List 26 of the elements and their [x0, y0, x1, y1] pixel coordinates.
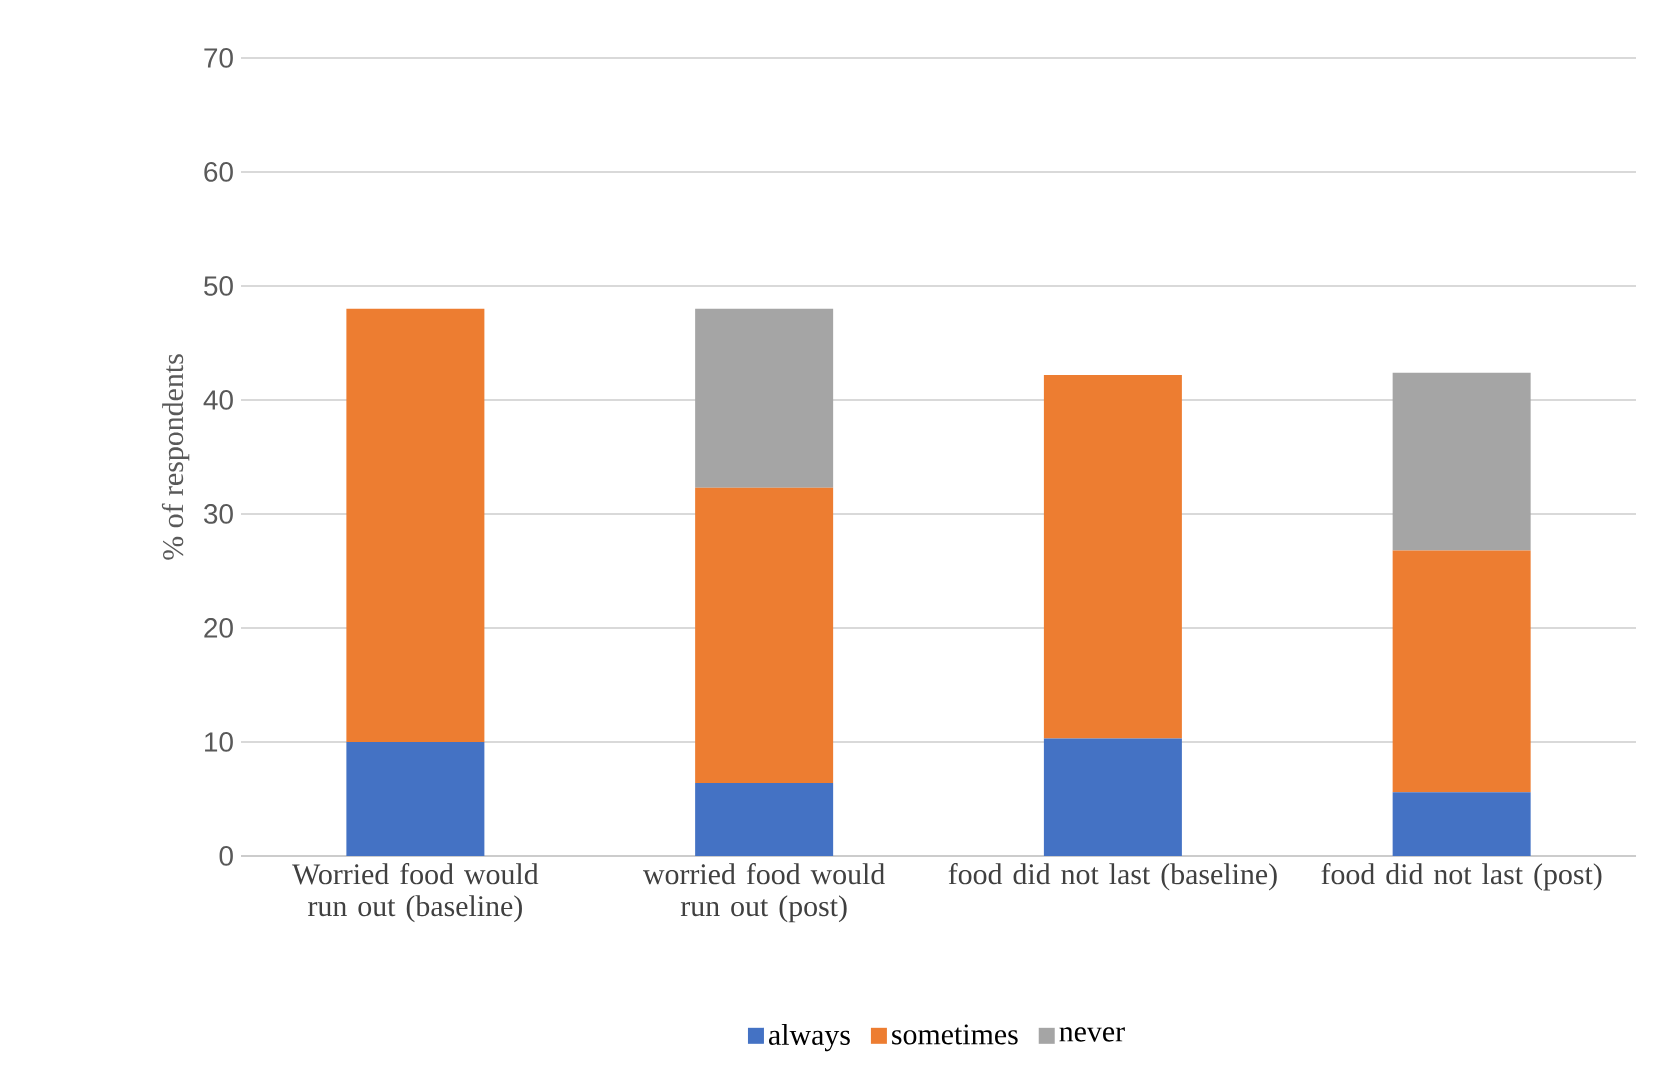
- bar: [695, 783, 834, 856]
- x-tick-label: worried food would run out (post): [642, 863, 885, 923]
- y-tick-label: 50: [204, 276, 233, 296]
- y-tick-label: 60: [204, 162, 233, 182]
- y-tick-label: 70: [204, 48, 233, 68]
- x-tick-label: Worried food would run out (baseline): [292, 863, 539, 923]
- bar: [1043, 738, 1182, 856]
- legend-label: sometimes: [892, 1024, 1018, 1045]
- y-axis-title: % of respondents: [161, 354, 190, 560]
- y-tick-label: 20: [204, 618, 233, 638]
- bar: [1392, 372, 1531, 551]
- y-tick-label: 40: [203, 390, 233, 410]
- bar: [346, 741, 485, 856]
- legend-label: always: [769, 1023, 850, 1052]
- y-tick-label: 30: [204, 504, 233, 524]
- x-tick-label: food did not last (baseline): [948, 863, 1277, 891]
- legend-label: never: [1059, 1027, 1125, 1042]
- bar: [1392, 792, 1531, 856]
- bar: [1043, 374, 1182, 739]
- bar: [695, 487, 834, 784]
- y-tick-label: 0: [219, 846, 233, 866]
- bar: [695, 308, 834, 488]
- x-tick-label: food did not last (post): [1321, 863, 1602, 891]
- bar: [1392, 550, 1531, 793]
- bar: [346, 308, 485, 742]
- y-tick-label: 10: [205, 732, 233, 752]
